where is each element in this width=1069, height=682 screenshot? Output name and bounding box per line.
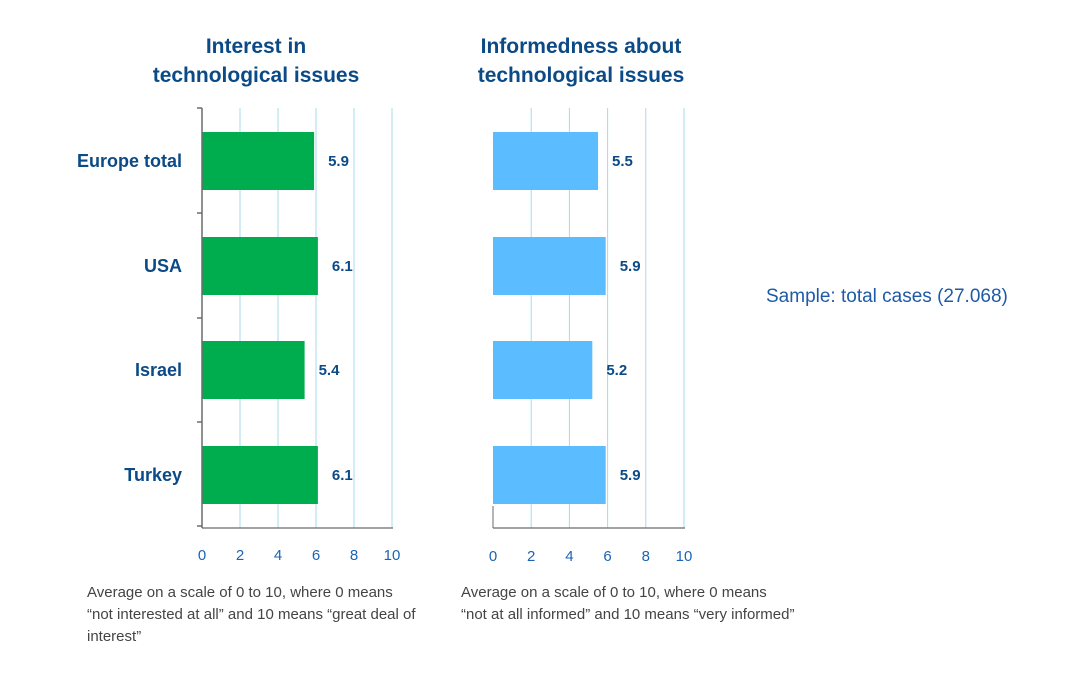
interest-chart-title-line-2: technological issues (153, 64, 360, 87)
informedness-x-tick-label: 4 (565, 548, 573, 565)
informedness-x-tick-label: 0 (489, 548, 497, 565)
informedness-bar-israel (493, 341, 593, 399)
category-label-europe-total: Europe total (77, 151, 182, 171)
interest-x-tick-label: 4 (274, 547, 282, 564)
interest-bar-usa (202, 237, 318, 295)
informedness-x-tick-label: 2 (527, 548, 535, 565)
category-label-turkey: Turkey (124, 465, 182, 485)
category-label-israel: Israel (135, 360, 182, 380)
interest-x-tick-label: 2 (236, 547, 244, 564)
informedness-chart-title-line-1: Informedness about (481, 35, 682, 58)
right-chart-note: Average on a scale of 0 to 10, where 0 m… (461, 584, 795, 623)
informedness-value-label: 5.9 (620, 467, 641, 484)
informedness-x-tick-label: 10 (676, 548, 693, 565)
left-chart-note: Average on a scale of 0 to 10, where 0 m… (87, 584, 416, 645)
interest-value-label: 6.1 (332, 258, 353, 275)
informedness-bar-europe-total (493, 132, 599, 190)
interest-x-tick-label: 0 (198, 547, 206, 564)
sample-note: Sample: total cases (27.068) (766, 286, 1008, 307)
informedness-value-label: 5.5 (612, 153, 633, 170)
interest-value-label: 5.4 (319, 362, 341, 379)
informedness-x-tick-label: 8 (642, 548, 650, 565)
informedness-bar-usa (493, 237, 606, 295)
interest-value-label: 5.9 (328, 153, 349, 170)
interest-bar-israel (202, 341, 305, 399)
category-label-usa: USA (144, 256, 182, 276)
informedness-value-label: 5.9 (620, 258, 641, 275)
interest-x-tick-label: 8 (350, 547, 358, 564)
informedness-value-label: 5.2 (606, 362, 627, 379)
interest-bar-europe-total (202, 132, 315, 190)
interest-bar-turkey (202, 446, 318, 504)
informedness-x-tick-label: 6 (603, 548, 611, 565)
informedness-chart-title-line-2: technological issues (478, 64, 685, 87)
informedness-bar-turkey (493, 446, 606, 504)
interest-value-label: 6.1 (332, 467, 353, 484)
interest-chart-title-line-1: Interest in (206, 35, 306, 58)
interest-x-tick-label: 6 (312, 547, 320, 564)
interest-x-tick-label: 10 (384, 547, 401, 564)
